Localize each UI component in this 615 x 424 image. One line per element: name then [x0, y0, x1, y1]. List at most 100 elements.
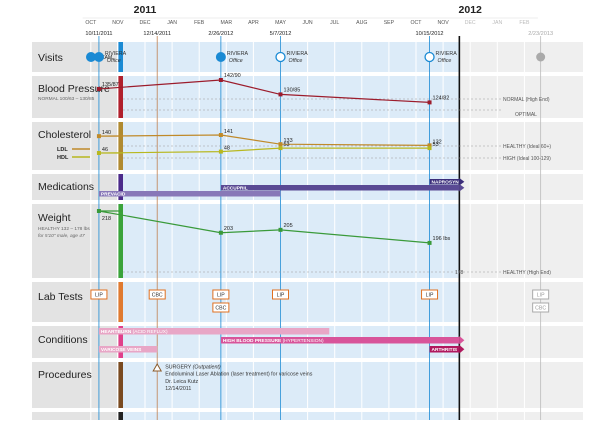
ldl-point-label: 133: [284, 138, 293, 144]
lab-test-label: CBC: [535, 306, 546, 312]
lab-test-label: LIP: [217, 293, 225, 299]
medication-label: PREVACID: [101, 192, 126, 198]
lab-test-box: [212, 302, 230, 313]
condition-arrow: [459, 336, 465, 345]
row-grid-bg-visits: [123, 42, 460, 72]
ldl-point: [96, 134, 101, 139]
lab-test-label: CBC: [152, 293, 163, 299]
hdl-point: [218, 149, 223, 154]
month-label: AUG: [356, 20, 367, 26]
visit-date-label: 2/26/2012: [208, 31, 233, 37]
procedure-text-line: Dr. Leica Kutz: [165, 379, 198, 385]
month-label: NOV: [437, 20, 449, 26]
bp-point-label: 124/82: [433, 95, 450, 101]
procedure-text-line: Endoluminal Laser Ablation (laser treatm…: [165, 372, 313, 378]
weight-point-label: 205: [284, 223, 293, 229]
ldl-point: [218, 133, 223, 137]
lab-test-label: CBC: [215, 306, 226, 312]
bp-normal-ref-label: NORMAL (High End): [503, 97, 550, 103]
medication-label: NAPROSYN: [432, 180, 460, 186]
condition-bar: [98, 346, 158, 353]
row-label-bg-weight: [32, 204, 117, 278]
visit-place-label: RIVIERA: [105, 51, 127, 57]
lab-test-box: [421, 289, 439, 300]
row-future-bg-end: [459, 412, 583, 420]
visit-place-sub: Office: [229, 58, 243, 64]
ldl-point-label: 141: [224, 129, 233, 135]
bp-point: [427, 100, 432, 105]
weight-point-label: 196 lbs: [433, 236, 451, 242]
visit-place-sub: Office: [438, 58, 452, 64]
visit-date-label: 2/23/2013: [528, 31, 553, 37]
medication-label: ACCUPRIL: [223, 186, 248, 192]
row-color-bar-meds: [118, 174, 123, 200]
row-future-bg-meds: [459, 174, 583, 200]
lab-test-label: LIP: [537, 293, 545, 299]
row-color-bar-end: [118, 412, 123, 420]
row-future-bg-bp: [459, 76, 583, 118]
visit-exam-marker: [93, 52, 104, 62]
month-label: JUN: [303, 20, 313, 26]
ldl-point-label: 132: [433, 139, 442, 145]
visit-date-label: 10/11/2011: [85, 31, 112, 37]
row-subtitle-weight-note: for 5'10" male, age 47: [38, 233, 85, 239]
row-color-bar-weight: [118, 204, 123, 278]
row-color-bar-chol: [118, 122, 123, 170]
procedure-text-line: 12/14/2011: [165, 386, 191, 392]
row-title-medications: Medications: [38, 181, 94, 193]
lab-test-box: [148, 289, 166, 300]
row-future-bg-cond: [459, 326, 583, 358]
condition-label: HIGH BLOOD PRESSURE (HYPERTENSION): [223, 338, 324, 344]
condition-bar: [220, 337, 460, 344]
visit-date-label: 12/14/2011: [143, 31, 171, 37]
month-label: JUL: [330, 20, 339, 26]
condition-label: HEARTBURN (ACID REFLUX): [101, 329, 168, 335]
hdl-point-label: 53: [433, 142, 439, 148]
weight-point: [96, 209, 101, 213]
medication-bar: [429, 179, 460, 185]
row-grid-bg-bp: [123, 76, 460, 118]
medication-arrow: [459, 178, 465, 186]
hdl-point: [96, 151, 101, 155]
condition-bar: [429, 346, 460, 353]
hdl-point-label: 48: [224, 146, 230, 152]
row-color-bar-lab: [118, 282, 123, 322]
row-label-bg-bp: [32, 76, 117, 118]
condition-label: ARTHRITIS: [432, 347, 458, 353]
row-label-bg-proc: [32, 362, 117, 408]
visit-date-label: 10/15/2012: [416, 31, 444, 37]
lab-test-box: [272, 289, 289, 300]
bp-point-label: 135/87: [102, 82, 119, 88]
visit-place-label: RIVIERA: [287, 51, 309, 57]
lab-test-label: LIP: [95, 293, 103, 299]
procedure-text-line: SURGERY (Outpatient): [165, 365, 221, 371]
row-title-conditions: Conditions: [38, 334, 88, 346]
hdl-legend-label: HDL: [57, 155, 69, 161]
medication-arrow: [459, 184, 465, 192]
month-label: JAN: [492, 20, 502, 26]
row-title-procedures: Procedures: [38, 369, 92, 381]
bp-optimal-ref-label: OPTIMAL: [515, 112, 537, 118]
weight-point-label: 203: [224, 226, 233, 232]
month-label: FEB: [194, 20, 205, 26]
month-label: DEC: [140, 20, 151, 26]
month-label: MAR: [221, 20, 233, 26]
row-color-bar-cond: [118, 326, 123, 358]
row-title-visits: Visits: [38, 52, 63, 64]
visit-marker: [424, 51, 435, 63]
exam-legend-label: EXAM: [98, 55, 112, 61]
row-title-weight: Weight: [38, 212, 71, 224]
hdl-point-label: 46: [102, 147, 108, 153]
ldl-legend-label: LDL: [57, 147, 68, 153]
bp-point: [96, 86, 101, 91]
lab-test-box: [532, 302, 550, 313]
weight-ref-value: 178: [455, 270, 464, 276]
weight-point-label: 218: [102, 216, 111, 222]
ldl-point: [278, 142, 283, 147]
weight-point: [427, 240, 432, 245]
hdl-point-label: 53: [284, 142, 290, 148]
visit-place-label: RIVIERA: [436, 51, 458, 57]
row-color-bar-bp: [118, 76, 123, 118]
condition-bar: [98, 328, 330, 335]
row-subtitle-weight-range: HEALTHY 132 – 178 lbs: [38, 226, 90, 232]
